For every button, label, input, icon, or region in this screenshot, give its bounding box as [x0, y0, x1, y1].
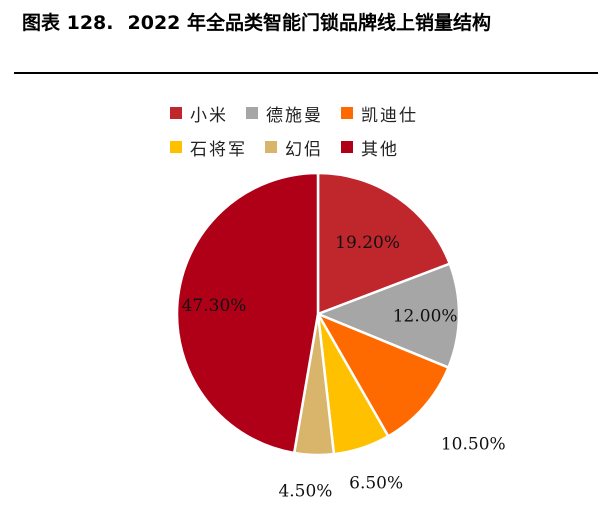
- legend-item-other: 其他: [341, 135, 399, 160]
- data-label: 19.20%: [335, 233, 400, 253]
- figure-title: 2022 年全品类智能门锁品牌线上销量结构: [127, 12, 492, 34]
- legend-swatch: [265, 141, 277, 153]
- title-divider: [14, 72, 598, 74]
- legend-swatch: [170, 107, 182, 119]
- data-label: 10.50%: [441, 434, 506, 454]
- legend-item-huanlv: 幻侣: [265, 135, 323, 160]
- legend-item-deschmann: 德施曼: [246, 101, 323, 126]
- data-label: 12.00%: [393, 306, 458, 326]
- legend-label: 德施曼: [266, 105, 323, 126]
- data-label: 6.50%: [349, 474, 403, 494]
- pie-slice: [314, 262, 461, 370]
- pie-slices: [175, 171, 461, 457]
- legend-swatch: [341, 141, 353, 153]
- legend-label: 小米: [190, 105, 228, 126]
- data-label: 4.50%: [278, 482, 332, 502]
- legend-swatch: [246, 107, 258, 119]
- data-label: 47.30%: [182, 296, 247, 316]
- legend-row-1: 小米 德施曼 凯迪仕: [170, 96, 500, 130]
- legend-item-shijiangjun: 石将军: [170, 135, 247, 160]
- chart-title: 图表 128. 2022 年全品类智能门锁品牌线上销量结构: [22, 8, 592, 38]
- pie-slice: [315, 311, 451, 438]
- legend-item-xiaomi: 小米: [170, 101, 228, 126]
- legend-label: 石将军: [190, 139, 247, 160]
- legend-item-kaadas: 凯迪仕: [341, 101, 418, 126]
- legend-label: 凯迪仕: [361, 105, 418, 126]
- legend: 小米 德施曼 凯迪仕 石将军 幻侣 其他: [170, 96, 500, 164]
- pie-slice: [175, 171, 320, 455]
- pie-data-labels: 19.20% 12.00% 10.50% 6.50% 4.50% 47.30%: [182, 233, 506, 502]
- legend-row-2: 石将军 幻侣 其他: [170, 130, 500, 164]
- figure-number: 图表 128.: [22, 12, 114, 34]
- legend-label: 其他: [361, 139, 399, 160]
- legend-swatch: [170, 141, 182, 153]
- legend-swatch: [341, 107, 353, 119]
- legend-label: 幻侣: [285, 139, 323, 160]
- pie-slice: [316, 171, 452, 316]
